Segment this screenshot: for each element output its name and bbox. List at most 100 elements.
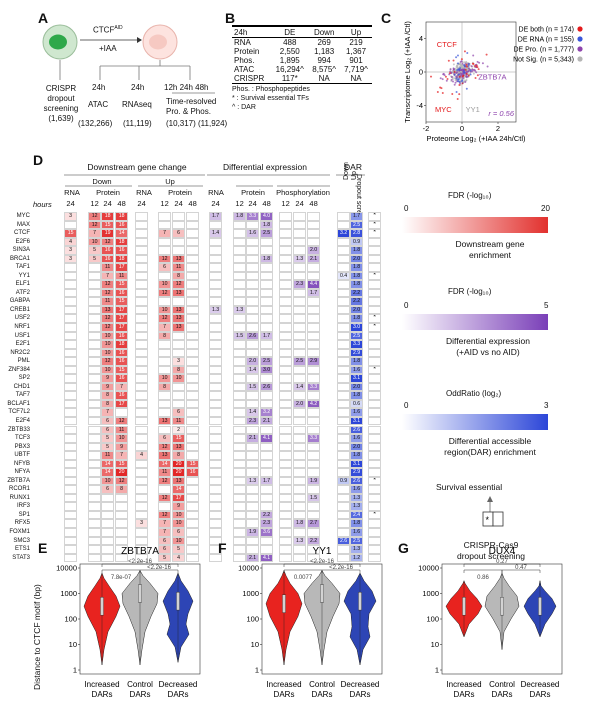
- heatmap-cell: [368, 237, 382, 247]
- heatmap-cell: 15: [101, 220, 115, 230]
- heatmap-cell: [246, 425, 260, 435]
- heatmap-cell: [158, 408, 172, 417]
- heatmap-cell: [293, 442, 307, 452]
- heatmap-cell: [246, 237, 260, 247]
- heatmap-cell: [279, 374, 293, 383]
- heatmap-cell: [158, 237, 172, 247]
- heatmap-cell: [64, 485, 78, 494]
- scatter-point: [453, 83, 456, 86]
- p-value-label: 0.86: [477, 575, 489, 581]
- heatmap-cell: [279, 493, 293, 503]
- heatmap-cell: 2.4: [350, 510, 364, 520]
- heatmap-cell: [209, 237, 223, 247]
- rnaseq-count: (11,119): [123, 119, 152, 128]
- fdr-purple-min: 0: [404, 301, 409, 310]
- heatmap-cell: 8: [172, 365, 186, 375]
- heatmap-cell: 12: [88, 220, 102, 230]
- x-category-label: DARs: [350, 690, 371, 699]
- heatmap-cell: [172, 340, 186, 349]
- heatmap-cell: 1.7: [260, 331, 274, 341]
- heatmap-cell: 18: [115, 254, 129, 264]
- scatter-point: [465, 63, 468, 66]
- scatter-point: [475, 64, 478, 67]
- heatmap-cell: 20: [172, 468, 186, 477]
- heatmap-cell: [307, 527, 321, 537]
- heatmap-cell: [186, 502, 200, 511]
- heatmap-cell: [172, 237, 186, 247]
- heatmap-cell: 1.6: [350, 434, 364, 443]
- heatmap-cell: 4: [135, 451, 149, 460]
- x-category-label: DARs: [492, 690, 513, 699]
- heatmap-cell: [64, 408, 78, 417]
- heatmap-cell: [279, 288, 293, 298]
- heatmap-cell: [293, 485, 307, 494]
- heatmap-cell: [293, 297, 307, 306]
- heatmap-cell: [293, 510, 307, 520]
- heatmap-cell: 12: [158, 442, 172, 452]
- heatmap-cell: [115, 493, 129, 503]
- heatmap-cell: [279, 502, 293, 511]
- timecourse-label-line1: Time-resolved: [166, 97, 217, 106]
- heatmap-cell: [135, 374, 149, 383]
- heatmap-cell: 1.6: [350, 485, 364, 494]
- heatmap-cell: [368, 493, 382, 503]
- heatmap-cell: 18: [115, 212, 129, 221]
- heatmap-cell: 1.4: [209, 229, 223, 238]
- heatmap-cell: [101, 553, 115, 563]
- table-header-cell: Up: [350, 28, 362, 37]
- heatmap-cell: 16: [115, 220, 129, 230]
- heatmap-cell: [186, 391, 200, 400]
- heatmap-cell: [64, 382, 78, 392]
- heatmap-cell: [337, 297, 351, 306]
- heatmap-cell: [246, 399, 260, 409]
- heatmap-cell: 3: [64, 246, 78, 255]
- heatmap-cell: [186, 254, 200, 264]
- heatmap-header-lines: [64, 174, 365, 187]
- x-category-label: Decreased: [159, 680, 198, 689]
- scatter-point: [465, 60, 468, 63]
- heatmap-cell: 5: [88, 246, 102, 255]
- x-category-label: DARs: [168, 690, 189, 699]
- hour-tick: 24: [248, 199, 257, 208]
- panel-a: CTCFAID +IAA CRISPR dropout screening (1…: [0, 0, 250, 130]
- heatmap-cell: 17: [115, 399, 129, 409]
- heatmap-cell: *: [368, 510, 382, 520]
- heatmap-cell: [293, 323, 307, 332]
- heatmap-cell: [233, 502, 247, 511]
- heatmap-cell: [337, 468, 351, 477]
- heatmap-cell: 1.8: [350, 263, 364, 272]
- heatmap-cell: 2.9: [350, 348, 364, 358]
- heatmap-cell: 3: [172, 357, 186, 366]
- scatter-point: [457, 78, 460, 81]
- heatmap-cell: [307, 425, 321, 435]
- heatmap-cell: 10: [172, 519, 186, 528]
- heatmap-cell: [172, 212, 186, 221]
- scatter-point: [460, 72, 463, 75]
- x-category-label: DARs: [92, 690, 113, 699]
- fdr-purple-caption: Differential expression (+AID vs no AID): [418, 336, 558, 358]
- heatmap-cell: [293, 305, 307, 315]
- heatmap-cell: [246, 451, 260, 460]
- heatmap-cell: 5: [101, 434, 115, 443]
- heatmap-cell: [209, 485, 223, 494]
- scatter-point: [439, 86, 442, 89]
- heatmap-cell: [368, 288, 382, 298]
- scatter-point: [460, 80, 463, 83]
- heatmap-cell: 3.0: [260, 365, 274, 375]
- heatmap-cell: [233, 408, 247, 417]
- heatmap-cell: [233, 263, 247, 272]
- fdr-purple-title: FDR (-log₁₀): [448, 287, 492, 296]
- heatmap-cell: 7: [101, 271, 115, 281]
- heatmap-cell: [101, 519, 115, 528]
- heatmap-cell: [368, 382, 382, 392]
- legends: FDR (-log₁₀) 0 20 Downstream gene enrich…: [388, 190, 588, 570]
- heatmap-cell: 17: [115, 323, 129, 332]
- heatmap-cell: [233, 510, 247, 520]
- heatmap-cell: [368, 545, 382, 554]
- heatmap-cell: [260, 468, 274, 477]
- gene-label: SIN3A: [12, 247, 30, 254]
- heatmap-cell: *: [368, 271, 382, 281]
- y-tick-label: 100: [426, 615, 439, 624]
- heatmap-cell: [246, 220, 260, 230]
- x-category-label: Decreased: [341, 680, 380, 689]
